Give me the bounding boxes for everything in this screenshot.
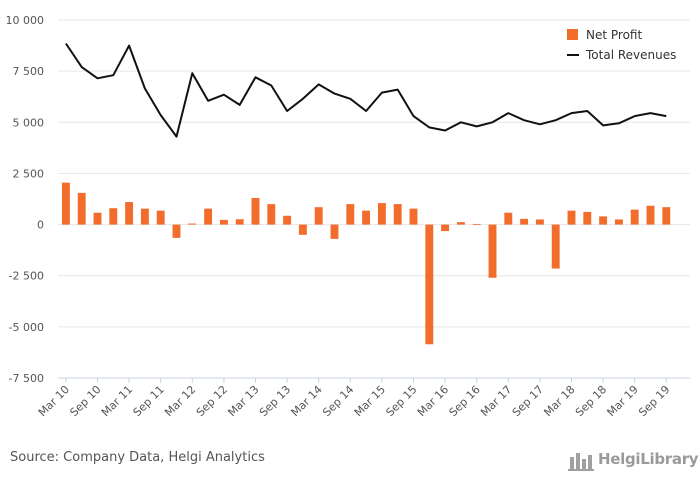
- net-profit-bar: [61, 182, 70, 225]
- net-profit-bar: [599, 216, 608, 225]
- legend-swatch-net-profit: [567, 29, 578, 40]
- x-tick-label: Sep 14: [320, 383, 356, 419]
- total-revenues-line: [65, 42, 667, 138]
- y-tick-label: 7 500: [13, 65, 45, 78]
- y-tick-label: 2 500: [13, 167, 45, 180]
- brand-name: HelgiLibrary: [598, 450, 699, 468]
- brand-logo: HelgiLibrary: [568, 447, 699, 473]
- net-profit-bar: [488, 224, 497, 278]
- x-tick-label: Sep 12: [194, 383, 230, 419]
- net-profit-bar: [520, 218, 529, 225]
- net-profit-bar: [125, 202, 134, 225]
- net-profit-bar: [346, 204, 355, 225]
- net-profit-bar: [630, 209, 639, 225]
- net-profit-bar: [456, 222, 465, 225]
- x-tick-label: Sep 18: [573, 383, 609, 419]
- y-tick-label: 0: [37, 219, 44, 232]
- net-profit-bar: [662, 207, 671, 225]
- net-profit-bar: [77, 192, 86, 225]
- x-tick-label: Mar 12: [162, 383, 198, 419]
- x-tick-label: Sep 11: [131, 383, 167, 419]
- x-tick-label: Mar 10: [36, 383, 72, 419]
- y-tick-label: 10 000: [6, 14, 45, 27]
- x-tick-label: Mar 15: [352, 383, 388, 419]
- net-profit-bar: [140, 208, 149, 225]
- legend-label-net-profit: Net Profit: [586, 28, 642, 42]
- net-profit-bar: [172, 224, 181, 238]
- legend-label-total-revenues: Total Revenues: [585, 48, 676, 62]
- net-profit-bar: [441, 224, 450, 232]
- x-tick-label: Sep 13: [257, 383, 293, 419]
- net-profit-bar: [504, 212, 513, 225]
- x-tick-label: Mar 14: [289, 383, 325, 419]
- net-profit-bar: [251, 197, 260, 225]
- legend: Net Profit Total Revenues: [567, 28, 676, 62]
- net-profit-bars: [61, 182, 671, 345]
- x-tick-label: Mar 13: [225, 383, 261, 419]
- x-tick-label: Mar 17: [478, 383, 514, 419]
- net-profit-bar: [109, 208, 118, 225]
- x-tick-label: Mar 11: [99, 383, 135, 419]
- y-axis-ticks: 10 000 7 500 5 000 2 500 0 -2 500 -5 000 -7 500: [6, 14, 45, 385]
- y-tick-label: -2 500: [9, 270, 44, 283]
- net-profit-bar: [393, 204, 402, 225]
- y-tick-label: -5 000: [9, 321, 44, 334]
- library-icon: [568, 453, 594, 471]
- x-tick-label: Mar 18: [541, 383, 577, 419]
- x-tick-label: Mar 16: [415, 383, 451, 419]
- net-profit-bar: [472, 223, 481, 225]
- x-tick-label: Sep 16: [447, 383, 483, 419]
- net-profit-bar: [93, 212, 102, 225]
- net-profit-bar: [409, 208, 418, 225]
- y-tick-label: -7 500: [9, 372, 44, 385]
- net-profit-bar: [314, 207, 323, 225]
- net-profit-bar: [551, 224, 560, 269]
- net-profit-bar: [283, 215, 292, 225]
- net-profit-bar: [425, 224, 434, 345]
- y-tick-label: 5 000: [13, 116, 45, 129]
- net-profit-bar: [583, 211, 592, 225]
- source-note: Source: Company Data, Helgi Analytics: [10, 450, 265, 465]
- x-tick-label: Sep 10: [67, 383, 103, 419]
- net-profit-bar: [188, 223, 197, 225]
- net-profit-bar: [377, 203, 386, 225]
- x-tick-label: Sep 19: [636, 383, 672, 419]
- x-tick-label: Sep 15: [383, 383, 419, 419]
- net-profit-bar: [362, 210, 371, 225]
- gridlines: [58, 19, 690, 328]
- net-profit-bar: [298, 224, 307, 235]
- net-profit-bar: [614, 219, 623, 225]
- x-tick-label: Mar 19: [605, 383, 641, 419]
- net-profit-bar: [646, 205, 655, 225]
- chart: 10 000 7 500 5 000 2 500 0 -2 500 -5 000 -7 500…: [6, 14, 690, 419]
- net-profit-bar: [204, 208, 213, 225]
- net-profit-bar: [330, 224, 339, 239]
- net-profit-bar: [235, 219, 244, 225]
- net-profit-bar: [219, 219, 228, 225]
- net-profit-bar: [267, 204, 276, 225]
- net-profit-bar: [535, 219, 544, 225]
- x-tick-label: Sep 17: [510, 383, 546, 419]
- net-profit-bar: [156, 210, 165, 225]
- net-profit-bar: [567, 210, 576, 225]
